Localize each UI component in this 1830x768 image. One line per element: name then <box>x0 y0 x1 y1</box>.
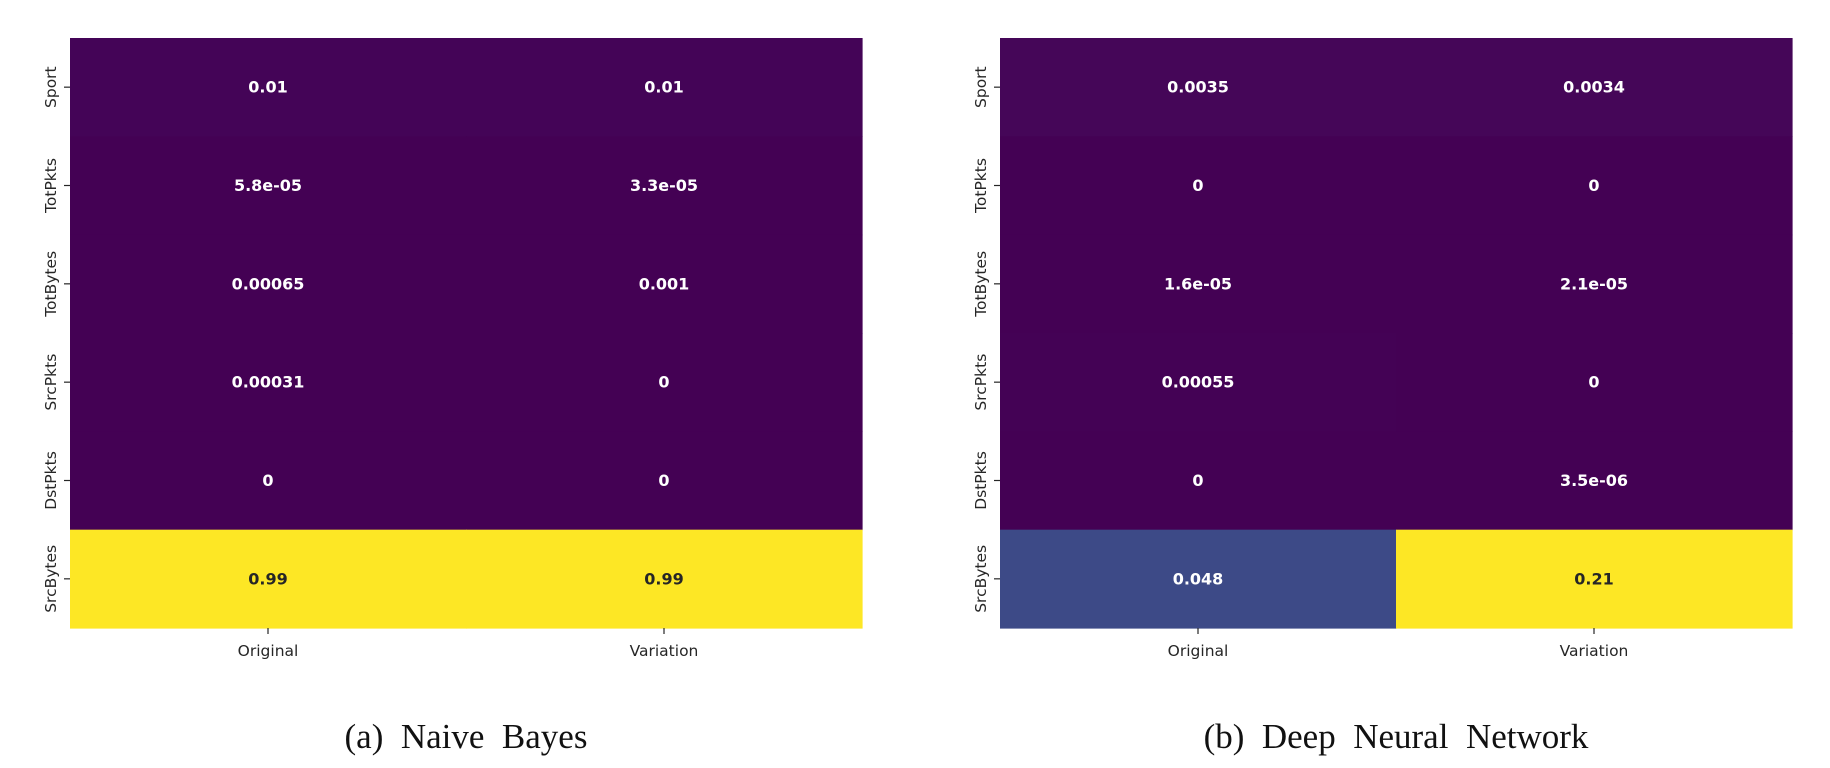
heatmap-cell <box>70 38 467 137</box>
cell-annotation: 5.8e-05 <box>234 176 302 195</box>
cell-annotation: 2.1e-05 <box>1560 274 1628 293</box>
cell-annotation: 0.0034 <box>1563 78 1625 97</box>
y-tick-label: DstPkts <box>972 451 990 510</box>
cell-annotation: 0.01 <box>644 78 683 97</box>
cell-annotation: 0.0035 <box>1167 78 1229 97</box>
heatmap-cell <box>1000 529 1397 629</box>
y-tick-label: TotPkts <box>972 158 990 214</box>
heatmap-cell <box>1000 333 1397 432</box>
y-tick-label: SrcBytes <box>972 545 990 613</box>
cell-annotation: 3.5e-06 <box>1560 471 1628 490</box>
cell-annotation: 0.00065 <box>232 274 305 293</box>
heatmap-cell <box>70 333 467 432</box>
x-tick-label: Variation <box>630 642 699 660</box>
cell-annotation: 0.048 <box>1173 569 1224 588</box>
subfigure-caption: (a) Naive Bayes <box>345 717 588 756</box>
y-tick-label: SrcBytes <box>42 545 60 613</box>
heatmap-cell <box>70 136 467 236</box>
heatmap-cell <box>70 529 467 629</box>
heatmap-cell <box>466 136 863 236</box>
y-tick-label: TotPkts <box>42 158 60 214</box>
cell-annotation: 0.00031 <box>232 373 305 392</box>
y-tick-label: SrcPkts <box>972 354 990 411</box>
y-tick-label: TotBytes <box>972 251 990 318</box>
cell-annotation: 0.001 <box>639 274 690 293</box>
y-tick-label: Sport <box>42 66 60 108</box>
cell-annotation: 0 <box>1192 176 1203 195</box>
cell-annotation: 0.99 <box>644 569 683 588</box>
heatmap-cell <box>1000 38 1397 137</box>
x-tick-label: Variation <box>1560 642 1629 660</box>
heatmap-naive-bayes: 0.01 0.01 5.8e-05 3.3e-05 0.00065 0.001 0.0003… <box>42 38 863 756</box>
heatmap-cell <box>466 529 863 629</box>
cell-annotation: 0 <box>1588 373 1599 392</box>
heatmap-cell <box>1396 333 1793 432</box>
heatmap-cell <box>70 234 467 334</box>
heatmap-cell <box>1000 136 1397 236</box>
heatmap-cell <box>1396 234 1793 334</box>
heatmap-cell <box>1396 529 1793 629</box>
cell-annotation: 0 <box>1192 471 1203 490</box>
cell-annotation: 1.6e-05 <box>1164 274 1232 293</box>
cell-annotation: 0 <box>658 373 669 392</box>
heatmap-cell <box>1000 234 1397 334</box>
heatmap-cell <box>466 431 863 531</box>
x-tick-label: Original <box>238 642 299 660</box>
subfigure-caption: (b) Deep Neural Network <box>1204 717 1589 756</box>
y-tick-label: TotBytes <box>42 251 60 318</box>
x-tick-label: Original <box>1168 642 1229 660</box>
heatmap-cell <box>1396 136 1793 236</box>
y-tick-label: DstPkts <box>42 451 60 510</box>
heatmap-cell <box>466 38 863 137</box>
cell-annotation: 0.00055 <box>1162 373 1235 392</box>
cell-annotation: 0 <box>262 471 273 490</box>
cell-annotation: 0.21 <box>1574 569 1613 588</box>
cell-annotation: 0 <box>1588 176 1599 195</box>
heatmap-cell <box>466 333 863 432</box>
cell-annotation: 3.3e-05 <box>630 176 698 195</box>
heatmap-cell <box>1396 38 1793 137</box>
cell-annotation: 0 <box>658 471 669 490</box>
heatmap-cell <box>1000 431 1397 531</box>
y-tick-label: SrcPkts <box>42 354 60 411</box>
cell-annotation: 0.01 <box>248 78 287 97</box>
y-tick-label: Sport <box>972 66 990 108</box>
heatmap-cell <box>466 234 863 334</box>
heatmap-cell <box>70 431 467 531</box>
cell-annotation: 0.99 <box>248 569 287 588</box>
heatmap-cell <box>1396 431 1793 531</box>
heatmap-deep-neural-network: 0.0035 0.0034 0 0 1.6e-05 2.1e-05 0.00055 0 0 3.5… <box>972 38 1793 756</box>
